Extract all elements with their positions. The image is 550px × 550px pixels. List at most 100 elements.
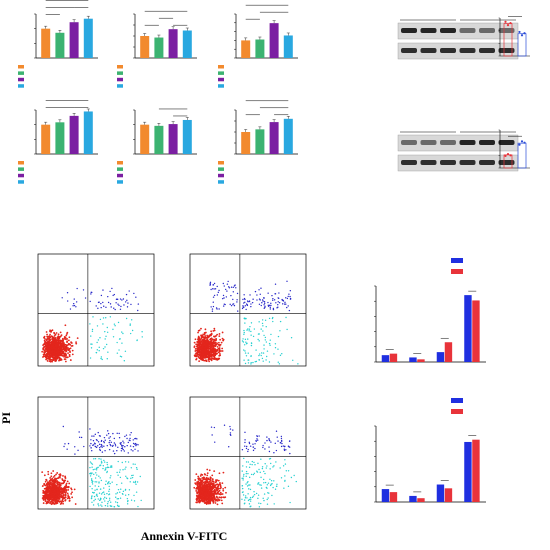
event-dot xyxy=(199,479,202,482)
event-dot xyxy=(212,502,215,504)
event-dot xyxy=(118,349,120,351)
event-dot xyxy=(43,349,46,352)
event-dot xyxy=(230,294,232,297)
event-dot xyxy=(196,345,199,347)
event-dot xyxy=(136,438,138,440)
event-dot xyxy=(96,488,98,491)
event-dot xyxy=(54,492,57,495)
event-dot xyxy=(219,353,221,355)
event-dot xyxy=(68,336,71,339)
event-dot xyxy=(211,310,214,312)
event-dot xyxy=(129,323,131,325)
event-dot xyxy=(237,310,239,312)
event-dot xyxy=(206,468,209,471)
event-dot xyxy=(120,450,123,452)
event-dot xyxy=(218,308,220,310)
event-dot xyxy=(50,335,53,338)
event-dot xyxy=(97,466,99,469)
event-dot xyxy=(132,445,135,448)
event-dot xyxy=(51,477,54,480)
event-dot xyxy=(109,439,111,442)
event-dot xyxy=(65,484,68,487)
event-dot xyxy=(46,335,49,338)
event-dot xyxy=(253,490,255,493)
event-dot xyxy=(51,350,54,352)
event-dot xyxy=(273,299,276,301)
event-dot xyxy=(104,496,106,499)
blot-band xyxy=(479,48,495,53)
event-dot xyxy=(215,493,218,495)
pi-axis-label: PI xyxy=(0,412,13,424)
legend-swatch xyxy=(218,167,224,171)
event-dot xyxy=(243,503,246,505)
event-dot xyxy=(206,351,209,354)
event-dot xyxy=(56,491,59,494)
event-dot xyxy=(108,493,111,495)
event-dot xyxy=(246,497,248,499)
event-dot xyxy=(268,446,270,448)
event-dot xyxy=(289,452,291,455)
event-dot xyxy=(277,348,279,350)
event-dot xyxy=(260,287,262,289)
event-dot xyxy=(97,498,99,500)
event-dot xyxy=(90,462,93,464)
event-dot xyxy=(216,352,219,355)
event-dot xyxy=(242,475,245,477)
event-dot xyxy=(199,340,202,343)
event-dot xyxy=(45,489,48,492)
event-dot xyxy=(205,360,208,362)
event-dot xyxy=(203,489,206,492)
event-dot xyxy=(265,341,268,343)
event-dot xyxy=(281,353,283,355)
event-dot xyxy=(202,485,205,488)
event-dot xyxy=(249,488,252,491)
event-dot xyxy=(53,332,56,335)
event-dot xyxy=(215,337,218,340)
event-dot xyxy=(215,358,218,361)
event-dot xyxy=(51,356,54,359)
event-dot xyxy=(53,482,56,485)
event-dot xyxy=(104,450,106,452)
bar xyxy=(182,119,192,154)
event-dot xyxy=(141,336,143,338)
event-dot xyxy=(102,289,104,291)
event-dot xyxy=(73,488,76,491)
event-dot xyxy=(62,425,65,428)
event-dot xyxy=(47,473,50,476)
blot-band xyxy=(420,160,437,165)
event-dot xyxy=(247,328,249,330)
event-dot xyxy=(229,428,232,430)
event-dot xyxy=(94,481,96,483)
event-dot xyxy=(195,473,198,476)
event-dot xyxy=(113,307,115,309)
event-dot xyxy=(213,288,215,290)
event-dot xyxy=(276,436,278,438)
event-dot xyxy=(102,347,105,350)
event-dot xyxy=(222,282,224,285)
event-dot xyxy=(44,500,47,502)
event-dot xyxy=(97,485,100,488)
legend-swatch xyxy=(18,65,24,69)
event-dot xyxy=(193,486,196,489)
event-dot xyxy=(283,449,286,452)
event-dot xyxy=(213,282,216,285)
event-dot xyxy=(131,476,134,479)
event-dot xyxy=(209,283,211,286)
event-dot xyxy=(46,348,48,350)
event-dot xyxy=(211,485,214,488)
event-dot xyxy=(103,445,105,447)
event-dot xyxy=(216,499,219,502)
event-dot xyxy=(198,489,201,492)
event-dot xyxy=(242,349,245,351)
event-dot xyxy=(58,337,61,340)
event-dot xyxy=(256,470,258,472)
event-dot xyxy=(91,491,94,494)
event-dot xyxy=(65,482,68,485)
event-dot xyxy=(241,487,244,490)
event-dot xyxy=(218,483,221,486)
event-dot xyxy=(59,354,62,357)
event-dot xyxy=(200,337,203,340)
event-dot xyxy=(214,502,217,504)
event-dot xyxy=(196,484,199,487)
